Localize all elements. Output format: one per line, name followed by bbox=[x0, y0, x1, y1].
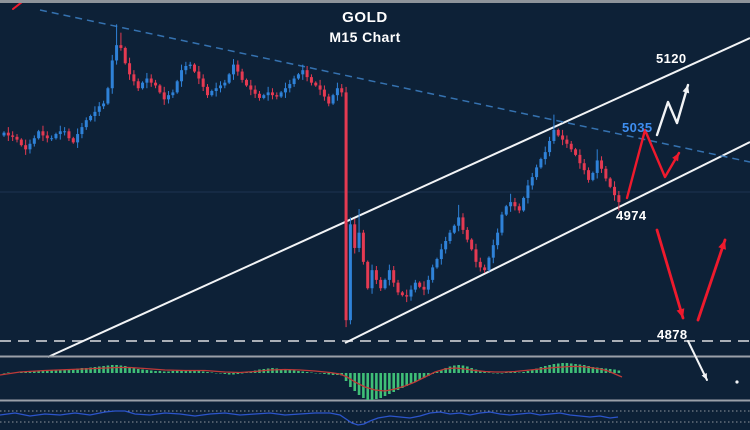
annotations bbox=[12, 3, 739, 384]
trendlines bbox=[39, 9, 750, 358]
candles bbox=[2, 24, 621, 328]
price-label-support: 4974 bbox=[616, 208, 647, 223]
chart-title-symbol: GOLD bbox=[342, 9, 388, 26]
macd-indicator bbox=[0, 363, 623, 400]
chart-title-timeframe: M15 Chart bbox=[329, 29, 401, 45]
price-label-target-low: 4878 bbox=[657, 327, 688, 342]
price-label-resistance: 5035 bbox=[622, 120, 653, 135]
chart-title: GOLD M15 Chart bbox=[255, 9, 475, 45]
oscillator-indicator bbox=[0, 410, 750, 426]
price-label-target-high: 5120 bbox=[656, 51, 687, 66]
panel-separators bbox=[0, 355, 750, 402]
level-lines bbox=[0, 191, 750, 342]
